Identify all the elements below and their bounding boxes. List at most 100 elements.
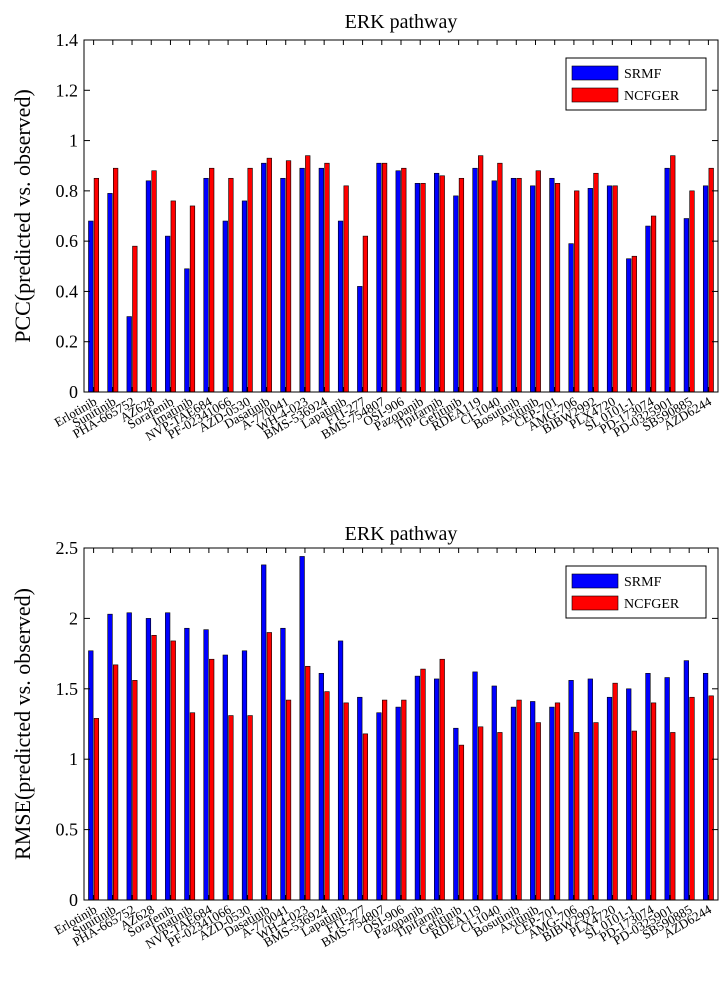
bar-ncfger-sorafenib — [170, 640, 176, 901]
bar-srmf-sorafenib — [165, 612, 171, 901]
bar-ncfger-axitinib — [535, 170, 541, 393]
bar-srmf-azd6244 — [702, 673, 709, 901]
bar-srmf-tipifarnib — [434, 678, 440, 901]
bar-ncfger-bms-754807 — [381, 162, 388, 393]
legend-swatch-ncfger — [571, 595, 619, 611]
bar-ncfger-pf-02341066 — [228, 177, 234, 393]
bar-srmf-rdea119 — [472, 167, 478, 393]
bar-srmf-az628 — [145, 618, 152, 901]
bar-srmf-sl-0101-1 — [626, 258, 632, 393]
bar-srmf-sl-0101-1 — [626, 688, 632, 901]
bar-srmf-pd-173074 — [645, 673, 651, 901]
bar-ncfger-tipifarnib — [439, 175, 445, 393]
bar-srmf-sunitinib — [107, 193, 113, 393]
y-tick-label: 2.5 — [56, 538, 79, 558]
y-tick-label: 1.5 — [56, 679, 79, 699]
bar-srmf-pd-173074 — [645, 225, 651, 393]
bar-ncfger-lapatinib — [343, 185, 349, 393]
bar-ncfger-erlotinib — [93, 177, 100, 393]
bar-ncfger-pd-0325901 — [670, 732, 676, 901]
bar-ncfger-bosutinib — [516, 699, 522, 901]
bar-srmf-plx4720 — [606, 185, 613, 393]
y-tick-label: 0.2 — [56, 332, 79, 352]
bar-srmf-azd-0530 — [241, 200, 248, 393]
legend-label-ncfger: NCFGER — [624, 89, 680, 104]
bar-srmf-lapatinib — [337, 220, 344, 393]
bar-srmf-azd6244 — [702, 185, 709, 393]
bar-srmf-nvp-tae684 — [203, 629, 209, 901]
legend: SRMF NCFGER — [565, 565, 707, 619]
bar-ncfger-azd6244 — [708, 695, 714, 901]
bar-ncfger-pha-665752 — [132, 245, 138, 393]
bar-srmf-osi-906 — [395, 706, 401, 901]
bar-srmf-imatinib — [184, 268, 190, 393]
bar-ncfger-cep-701 — [554, 183, 561, 393]
bar-srmf-dasatinib — [261, 162, 267, 393]
pcc-chart-panel: ERK pathway 0 0.2 0.4 0.6 0.8 1 1.2 1.4 Erlotinib… — [10, 11, 719, 444]
bar-ncfger-bibw2992 — [593, 722, 599, 901]
bar-ncfger-cep-701 — [554, 702, 561, 901]
bar-ncfger-osi-906 — [401, 699, 407, 901]
bar-ncfger-azd6244 — [708, 167, 714, 393]
bar-ncfger-amg-706 — [574, 190, 580, 393]
bar-ncfger-wh-4-023 — [305, 155, 311, 393]
bar-ncfger-plx4720 — [612, 682, 618, 901]
y-tick-label: 0 — [69, 382, 78, 402]
bar-ncfger-tipifarnib — [439, 658, 445, 901]
bar-srmf-dasatinib — [261, 564, 267, 901]
bar-ncfger-azd-0530 — [247, 167, 253, 393]
bar-ncfger-sunitinib — [113, 167, 119, 393]
bar-ncfger-bms-536924 — [324, 162, 330, 393]
bar-ncfger-plx4720 — [612, 185, 618, 393]
bar-srmf-pazopanib — [414, 183, 421, 393]
bar-ncfger-amg-706 — [574, 732, 580, 901]
bar-ncfger-sb590885 — [689, 190, 695, 393]
bar-ncfger-pd-0325901 — [670, 155, 676, 393]
bar-ncfger-gefitinib — [458, 744, 465, 901]
bar-ncfger-bosutinib — [516, 177, 522, 393]
bar-srmf-a-770041 — [280, 627, 286, 901]
rmse-bar-chart: ERK pathway00.511.522.5ErlotinibSunitini… — [10, 523, 719, 952]
bar-ncfger-osi-906 — [401, 167, 407, 393]
bar-srmf-a-770041 — [280, 177, 286, 393]
bar-srmf-amg-706 — [568, 243, 574, 393]
bar-ncfger-pha-665752 — [132, 680, 138, 901]
bar-srmf-bms-754807 — [376, 162, 382, 393]
bar-ncfger-sl-0101-1 — [631, 255, 637, 393]
bar-srmf-sb590885 — [683, 218, 689, 393]
bar-srmf-wh-4-023 — [299, 167, 305, 393]
bar-srmf-bms-536924 — [318, 673, 324, 901]
y-tick-label: 0 — [69, 890, 78, 910]
bar-ncfger-sb590885 — [689, 696, 695, 901]
bar-srmf-ci-1040 — [491, 685, 497, 901]
bar-srmf-amg-706 — [568, 680, 574, 901]
bar-ncfger-pd-173074 — [650, 215, 657, 393]
legend-label-srmf: SRMF — [624, 67, 662, 82]
bar-srmf-ci-1040 — [491, 180, 497, 393]
bar-ncfger-bms-754807 — [381, 699, 388, 901]
chart-title: ERK pathway — [345, 523, 458, 545]
bar-ncfger-azd-0530 — [247, 715, 253, 901]
bar-ncfger-imatinib — [189, 205, 196, 393]
bar-ncfger-bibw2992 — [593, 172, 599, 393]
legend-swatch-srmf — [571, 573, 619, 589]
bar-ncfger-rdea119 — [478, 726, 484, 901]
bar-srmf-imatinib — [184, 627, 190, 901]
bar-srmf-fti-277 — [357, 696, 363, 901]
bar-ncfger-gefitinib — [458, 177, 465, 393]
bar-ncfger-a-770041 — [285, 160, 292, 393]
bar-ncfger-wh-4-023 — [305, 665, 311, 901]
bar-ncfger-ci-1040 — [497, 732, 503, 901]
bar-srmf-gefitinib — [453, 195, 459, 393]
bar-ncfger-lapatinib — [343, 702, 349, 901]
bar-srmf-osi-906 — [395, 170, 401, 393]
bar-srmf-wh-4-023 — [299, 556, 305, 901]
bar-srmf-plx4720 — [606, 696, 613, 901]
bar-ncfger-bms-536924 — [324, 691, 330, 901]
bar-srmf-nvp-tae684 — [203, 177, 209, 393]
bar-ncfger-pd-173074 — [650, 702, 657, 901]
bar-ncfger-nvp-tae684 — [209, 658, 215, 901]
bar-ncfger-pazopanib — [420, 183, 426, 393]
legend-swatch-srmf — [571, 65, 619, 81]
bar-ncfger-rdea119 — [478, 155, 484, 393]
